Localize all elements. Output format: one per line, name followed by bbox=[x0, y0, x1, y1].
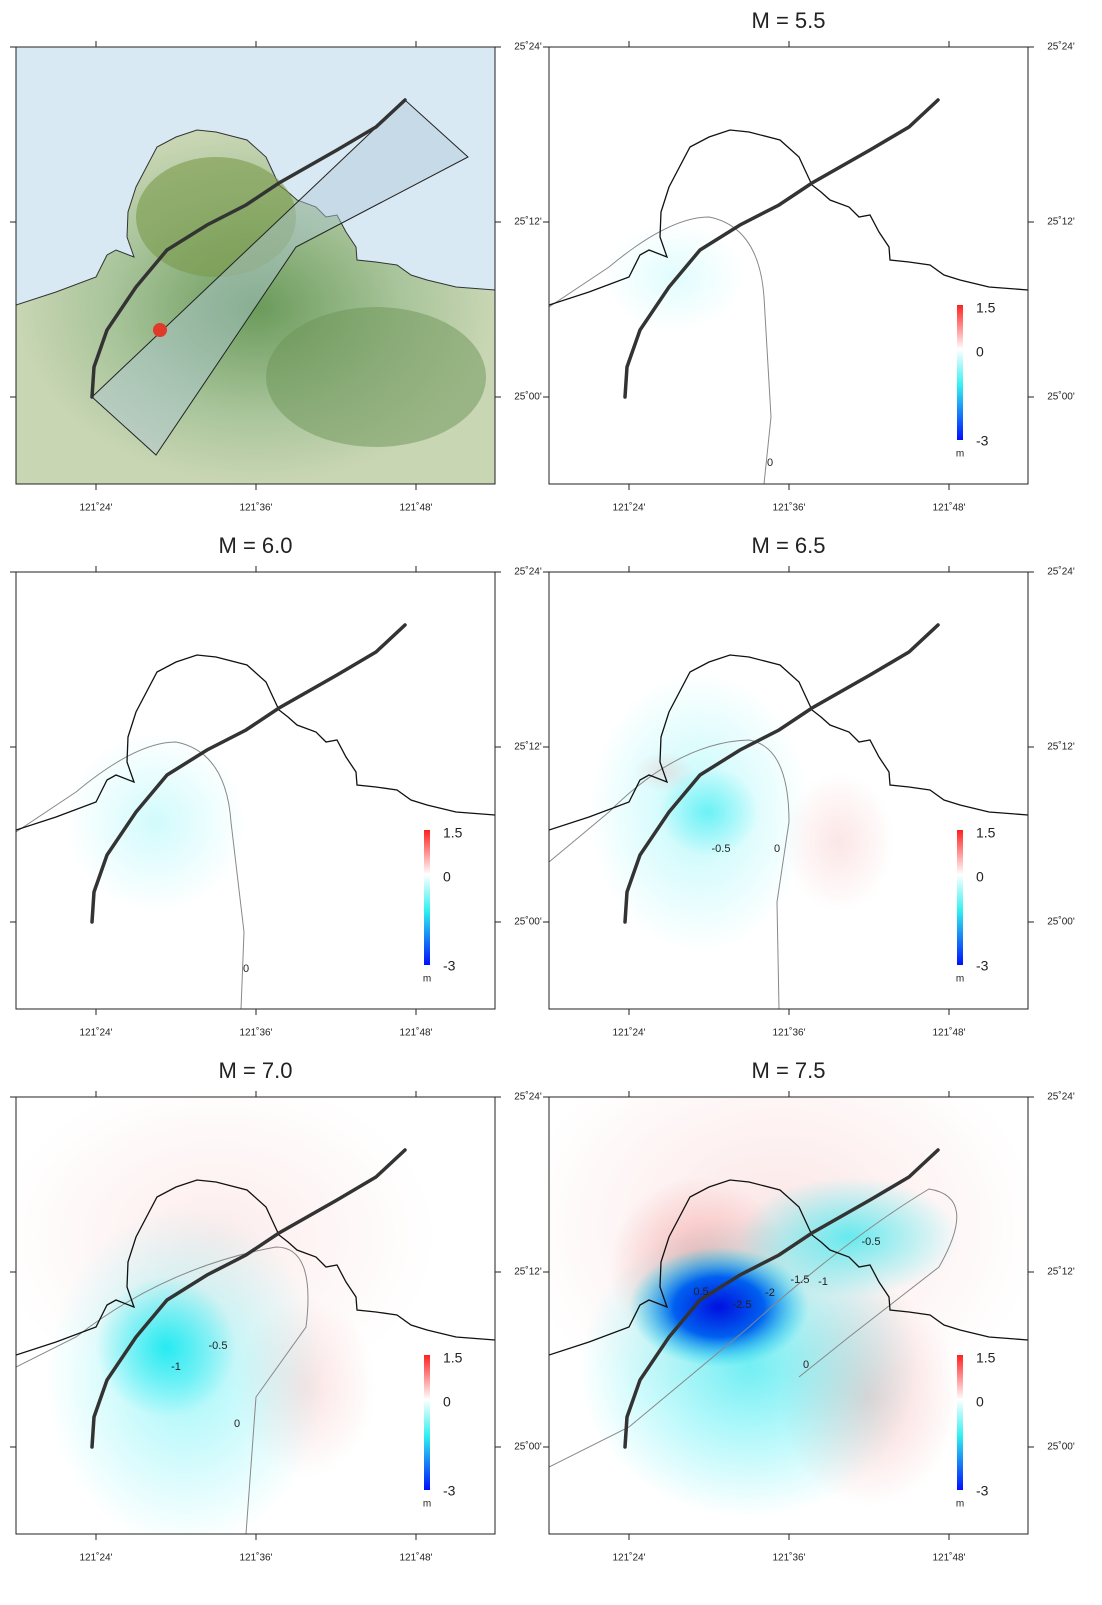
colorbar-label: 0 bbox=[976, 869, 984, 885]
map-panel: M = 7.0 121˚24' 121˚36' 121˚48' 25˚24' 25˚12'… bbox=[0, 1058, 542, 1564]
x-tick-label: 121˚36' bbox=[772, 1027, 805, 1039]
colorbar-label: m bbox=[956, 974, 964, 985]
deformation bbox=[604, 222, 744, 332]
deformation bbox=[739, 1177, 959, 1297]
colorbar-label: -3 bbox=[976, 958, 989, 974]
colorbar-label: 1.5 bbox=[443, 1350, 463, 1366]
y-tick-label: 25˚24' bbox=[1047, 566, 1075, 578]
contour-label: -1.5 bbox=[791, 1274, 810, 1286]
map-panel: 121˚24' 121˚36' 121˚48' 25˚24' 25˚12' 25˚00' bbox=[10, 41, 542, 514]
contour-label: 0 bbox=[243, 963, 249, 975]
y-tick-label: 25˚24' bbox=[514, 566, 542, 578]
y-tick-label: 25˚00' bbox=[1047, 391, 1075, 403]
colorbar-label: 1.5 bbox=[976, 300, 996, 316]
contour-label: 0 bbox=[774, 843, 780, 855]
colorbar bbox=[957, 305, 963, 440]
y-tick-label: 25˚12' bbox=[514, 741, 542, 753]
x-tick-label: 121˚36' bbox=[239, 1552, 272, 1564]
map-body bbox=[0, 1077, 495, 1547]
x-tick-label: 121˚24' bbox=[79, 502, 112, 514]
y-tick-label: 25˚12' bbox=[1047, 1266, 1075, 1278]
y-tick-label: 25˚24' bbox=[514, 1091, 542, 1103]
x-tick-label: 121˚36' bbox=[239, 502, 272, 514]
x-tick-label: 121˚24' bbox=[79, 1552, 112, 1564]
contour-label: -0.5 bbox=[862, 1236, 881, 1248]
colorbar bbox=[424, 1355, 430, 1490]
panel-title: M = 6.0 bbox=[219, 533, 293, 558]
contour-label: -2.5 bbox=[733, 1299, 752, 1311]
colorbar-label: m bbox=[956, 449, 964, 460]
y-tick-label: 25˚00' bbox=[1047, 916, 1075, 928]
colorbar bbox=[957, 830, 963, 965]
map-panel: M = 6.0 121˚24' 121˚36' 121˚48' 25˚24' 25˚12'… bbox=[10, 533, 542, 1039]
colorbar-label: -3 bbox=[443, 1483, 456, 1499]
x-tick-label: 121˚48' bbox=[399, 502, 432, 514]
y-tick-label: 25˚00' bbox=[514, 916, 542, 928]
colorbar-label: 0 bbox=[976, 1394, 984, 1410]
x-tick-label: 121˚24' bbox=[612, 1552, 645, 1564]
y-tick-label: 25˚12' bbox=[1047, 216, 1075, 228]
y-tick-label: 25˚00' bbox=[1047, 1441, 1075, 1453]
x-tick-label: 121˚24' bbox=[612, 1027, 645, 1039]
colorbar-label: 1.5 bbox=[443, 825, 463, 841]
y-tick-label: 25˚12' bbox=[514, 216, 542, 228]
colorbar-label: 0 bbox=[443, 869, 451, 885]
colorbar-label: 1.5 bbox=[976, 1350, 996, 1366]
map-body bbox=[16, 625, 495, 1009]
map-body bbox=[549, 625, 1028, 1009]
colorbar-label: m bbox=[423, 974, 431, 985]
x-tick-label: 121˚36' bbox=[772, 1552, 805, 1564]
contour-label: 0 bbox=[234, 1418, 240, 1430]
map-panel: M = 5.5 121˚24' 121˚36' 121˚48' 25˚24' 25˚12'… bbox=[543, 8, 1075, 514]
contour-label: -2 bbox=[765, 1287, 775, 1299]
x-tick-label: 121˚36' bbox=[772, 502, 805, 514]
map-panel: M = 6.5 121˚24' 121˚36' 121˚48' 25˚24' 25˚12'… bbox=[543, 533, 1075, 1039]
contour-label: 0 bbox=[767, 457, 773, 469]
y-tick-label: 25˚24' bbox=[1047, 1091, 1075, 1103]
y-tick-label: 25˚12' bbox=[1047, 741, 1075, 753]
contour-label: 0.5 bbox=[693, 1286, 708, 1298]
x-tick-label: 121˚48' bbox=[399, 1027, 432, 1039]
contour-label: 0 bbox=[803, 1359, 809, 1371]
map-panel: M = 7.5 121˚24' 121˚36' 121˚48' 25˚24' 25˚12'… bbox=[519, 1027, 1075, 1564]
y-tick-label: 25˚12' bbox=[514, 1266, 542, 1278]
colorbar-label: -3 bbox=[443, 958, 456, 974]
colorbar-label: 1.5 bbox=[976, 825, 996, 841]
contour-label: -0.5 bbox=[712, 843, 731, 855]
map-body bbox=[16, 47, 495, 484]
colorbar-label: -3 bbox=[976, 1483, 989, 1499]
y-tick-label: 25˚24' bbox=[1047, 41, 1075, 53]
colorbar-label: m bbox=[423, 1499, 431, 1510]
y-tick-label: 25˚00' bbox=[514, 391, 542, 403]
panel-title: M = 5.5 bbox=[752, 8, 826, 33]
map-body bbox=[549, 100, 1028, 484]
figure: 121˚24'121˚36'121˚48'25˚24'25˚12'25˚00'M… bbox=[0, 0, 1102, 1600]
colorbar bbox=[957, 1355, 963, 1490]
deformation bbox=[784, 772, 894, 912]
x-tick-label: 121˚24' bbox=[79, 1027, 112, 1039]
x-tick-label: 121˚48' bbox=[932, 1552, 965, 1564]
y-tick-label: 25˚24' bbox=[514, 41, 542, 53]
y-tick-label: 25˚00' bbox=[514, 1441, 542, 1453]
colorbar-label: m bbox=[956, 1499, 964, 1510]
contour-label: -1 bbox=[171, 1361, 181, 1373]
x-tick-label: 121˚48' bbox=[932, 1027, 965, 1039]
colorbar bbox=[424, 830, 430, 965]
epicenter bbox=[153, 323, 167, 337]
x-tick-label: 121˚36' bbox=[239, 1027, 272, 1039]
panel-title: M = 7.0 bbox=[219, 1058, 293, 1083]
x-tick-label: 121˚48' bbox=[399, 1552, 432, 1564]
x-tick-label: 121˚48' bbox=[932, 502, 965, 514]
colorbar-label: -3 bbox=[976, 433, 989, 449]
panel-title: M = 7.5 bbox=[752, 1058, 826, 1083]
contour-label: -0.5 bbox=[209, 1340, 228, 1352]
mountains bbox=[266, 307, 486, 447]
x-tick-label: 121˚24' bbox=[612, 502, 645, 514]
colorbar-label: 0 bbox=[976, 344, 984, 360]
panel-title: M = 6.5 bbox=[752, 533, 826, 558]
deformation bbox=[66, 732, 246, 912]
colorbar-label: 0 bbox=[443, 1394, 451, 1410]
contour-label: -1 bbox=[818, 1276, 828, 1288]
